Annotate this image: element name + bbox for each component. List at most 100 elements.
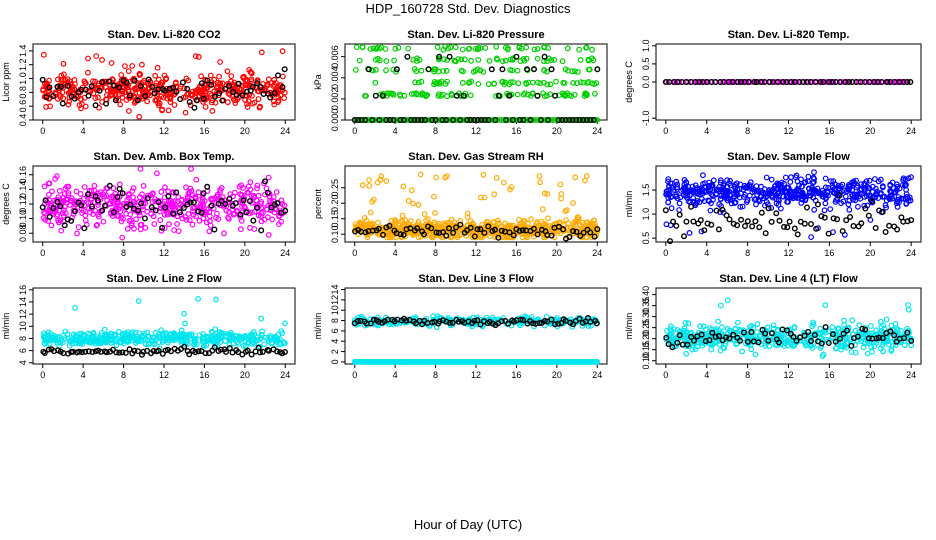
data-point xyxy=(883,316,890,323)
data-point xyxy=(202,350,209,357)
data-point xyxy=(277,203,284,210)
data-point xyxy=(192,337,199,344)
data-point xyxy=(203,219,210,226)
data-point xyxy=(376,116,383,123)
data-point xyxy=(697,217,704,224)
data-point xyxy=(905,306,912,313)
data-point xyxy=(121,63,128,69)
data-point xyxy=(214,335,221,342)
data-point xyxy=(719,337,726,344)
x-tick-label: 0 xyxy=(352,126,357,136)
x-tick-label: 12 xyxy=(783,370,793,380)
data-point xyxy=(136,113,143,120)
x-tick-label: 0 xyxy=(352,370,357,380)
data-point xyxy=(114,193,121,200)
x-tick-label: 0 xyxy=(40,248,45,258)
data-point xyxy=(155,86,162,93)
y-tick-label: 6 xyxy=(18,348,28,353)
data-point xyxy=(901,335,908,342)
data-point xyxy=(570,79,577,86)
data-point xyxy=(835,325,842,332)
data-point xyxy=(465,46,472,52)
data-point xyxy=(827,206,834,213)
data-point xyxy=(861,188,868,195)
y-tick-label: 8 xyxy=(330,318,340,323)
data-point xyxy=(733,180,740,187)
data-point xyxy=(708,221,715,228)
data-point xyxy=(213,193,220,200)
data-point xyxy=(111,198,118,205)
data-point xyxy=(571,91,578,98)
data-point xyxy=(171,227,178,234)
x-tick-label: 16 xyxy=(199,248,209,258)
data-point xyxy=(708,191,715,198)
data-point xyxy=(395,44,402,51)
data-point xyxy=(80,333,86,340)
data-point xyxy=(101,326,108,333)
data-point xyxy=(122,89,128,96)
data-point xyxy=(411,116,418,123)
data-point xyxy=(908,217,915,224)
data-point xyxy=(404,117,411,123)
data-point xyxy=(485,116,492,123)
data-point xyxy=(174,221,181,227)
data-point xyxy=(131,225,137,232)
data-point xyxy=(727,197,734,203)
data-point xyxy=(264,189,271,196)
y-tick-label: 1.4 xyxy=(18,45,28,58)
data-point xyxy=(402,216,408,223)
data-point xyxy=(751,78,758,85)
data-point xyxy=(193,176,200,183)
data-point xyxy=(92,95,99,101)
data-point xyxy=(82,348,89,355)
data-point xyxy=(105,78,112,85)
data-point xyxy=(159,224,166,231)
data-point xyxy=(879,335,886,342)
x-tick-label: 4 xyxy=(393,370,398,380)
data-point xyxy=(115,336,122,342)
x-tick-label: 20 xyxy=(552,370,562,380)
data-point xyxy=(111,86,118,93)
data-point xyxy=(474,226,481,233)
data-point xyxy=(134,86,141,92)
data-point xyxy=(81,225,88,232)
data-point xyxy=(185,77,192,84)
data-point xyxy=(543,92,550,99)
data-point xyxy=(208,81,215,88)
data-point xyxy=(719,324,725,331)
data-point xyxy=(186,189,193,196)
data-point xyxy=(766,78,773,85)
data-point xyxy=(408,116,415,123)
data-point xyxy=(279,330,286,337)
data-point xyxy=(186,351,193,358)
data-point xyxy=(667,180,674,187)
data-point xyxy=(847,213,854,220)
data-point xyxy=(248,351,255,358)
data-point xyxy=(707,207,714,214)
data-point xyxy=(562,116,569,123)
data-point xyxy=(418,116,425,123)
data-point xyxy=(536,173,543,180)
data-point xyxy=(446,225,453,232)
data-point xyxy=(589,80,596,87)
data-point xyxy=(850,222,857,229)
data-point xyxy=(258,218,265,225)
data-point xyxy=(230,96,237,103)
data-point xyxy=(825,184,832,191)
data-point xyxy=(838,346,844,353)
data-point xyxy=(530,225,537,232)
data-point xyxy=(516,227,523,234)
data-point xyxy=(674,327,681,333)
data-point xyxy=(523,80,529,86)
data-point xyxy=(183,184,189,191)
data-point xyxy=(481,194,488,201)
data-point xyxy=(144,195,151,202)
data-point xyxy=(54,173,60,180)
data-point xyxy=(748,329,755,336)
data-point xyxy=(397,116,404,123)
data-point xyxy=(265,174,272,181)
data-point xyxy=(541,190,548,197)
data-point xyxy=(96,87,103,94)
data-point xyxy=(676,200,683,207)
data-point xyxy=(692,182,699,189)
